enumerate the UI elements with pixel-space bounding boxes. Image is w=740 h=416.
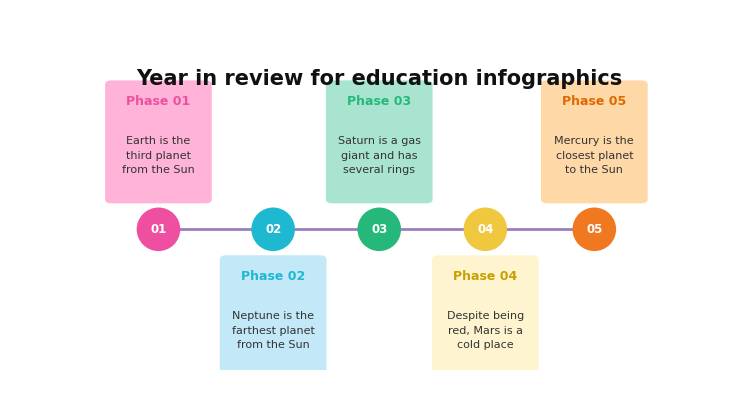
Ellipse shape <box>137 208 181 251</box>
Text: Mercury is the
closest planet
to the Sun: Mercury is the closest planet to the Sun <box>554 136 634 175</box>
FancyBboxPatch shape <box>432 255 539 378</box>
Ellipse shape <box>573 208 616 251</box>
FancyBboxPatch shape <box>326 80 433 203</box>
Ellipse shape <box>357 208 401 251</box>
Ellipse shape <box>252 208 295 251</box>
Text: Saturn is a gas
giant and has
several rings: Saturn is a gas giant and has several ri… <box>337 136 421 175</box>
Text: 02: 02 <box>265 223 281 236</box>
FancyBboxPatch shape <box>541 80 648 203</box>
Text: Phase 04: Phase 04 <box>453 270 517 283</box>
Text: 04: 04 <box>477 223 494 236</box>
Text: Despite being
red, Mars is a
cold place: Despite being red, Mars is a cold place <box>447 311 524 350</box>
Text: Phase 03: Phase 03 <box>347 95 411 108</box>
Text: 03: 03 <box>371 223 387 236</box>
Text: Earth is the
third planet
from the Sun: Earth is the third planet from the Sun <box>122 136 195 175</box>
Ellipse shape <box>463 208 507 251</box>
Text: Phase 01: Phase 01 <box>127 95 191 108</box>
FancyBboxPatch shape <box>105 80 212 203</box>
Text: Phase 05: Phase 05 <box>562 95 627 108</box>
Text: Neptune is the
farthest planet
from the Sun: Neptune is the farthest planet from the … <box>232 311 314 350</box>
Text: 05: 05 <box>586 223 602 236</box>
Text: 01: 01 <box>150 223 166 236</box>
Text: Year in review for education infographics: Year in review for education infographic… <box>136 69 622 89</box>
FancyBboxPatch shape <box>220 255 326 378</box>
Text: Phase 02: Phase 02 <box>241 270 306 283</box>
